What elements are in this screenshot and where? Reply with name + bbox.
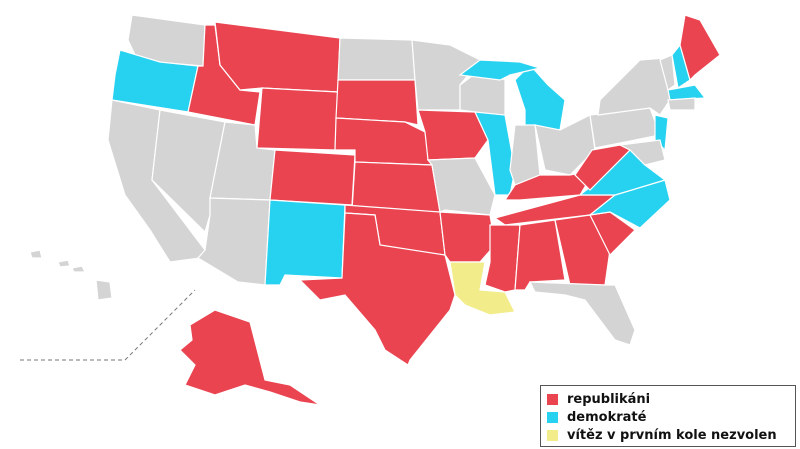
state-mi [458,59,543,81]
legend-label: demokraté [567,409,647,425]
legend-item-democrat: demokraté [547,408,789,426]
state-tx [298,212,456,366]
state-vt [659,54,676,91]
state-mi [514,64,566,131]
state-mt [214,21,341,93]
state-ny [597,57,671,116]
legend-item-republican: republikáni [547,390,789,408]
state-fl [529,281,636,346]
state-in [509,124,541,186]
state-ak [179,309,321,406]
legend: republikáni demokraté vítěz v prvním kol… [540,385,796,447]
state-nm [264,199,346,286]
state-hi [95,279,113,301]
state-hi [57,259,71,268]
undecided-swatch [547,429,558,441]
legend-label: republikáni [567,391,651,407]
state-md [617,139,666,166]
legend-item-undecided: vítěz v prvním kole nezvolen [547,426,789,444]
state-ks [351,161,441,213]
state-hi [71,265,86,273]
state-la [449,261,516,316]
democrat-swatch [547,411,558,423]
state-hi [29,249,43,259]
state-ct [667,97,696,111]
state-me [679,14,721,82]
state-ga [554,214,611,286]
state-sd [335,79,419,126]
state-co [269,149,356,206]
state-nd [337,37,416,81]
state-ms [484,224,521,293]
republican-swatch [547,393,558,405]
inset-divider [20,289,196,361]
state-wy [256,87,339,151]
state-ma [667,84,707,101]
state-mo [426,157,496,216]
state-ar [439,211,496,263]
legend-label: vítěz v prvním kole nezvolen [567,427,777,443]
